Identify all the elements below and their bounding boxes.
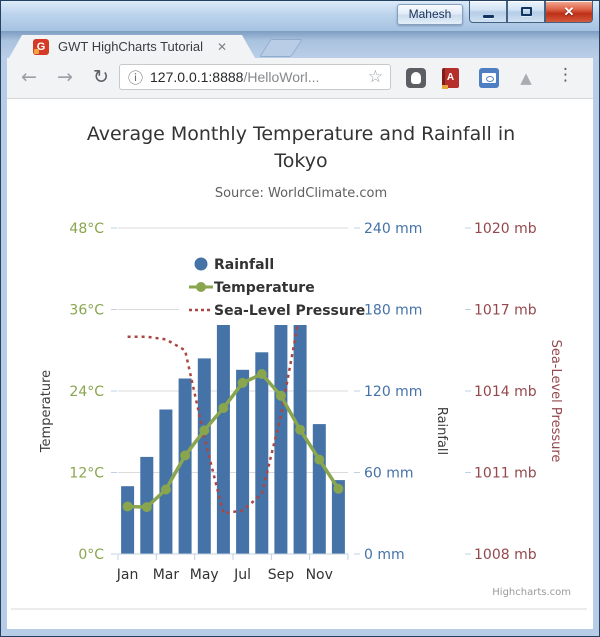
rainfall-column (255, 352, 269, 554)
url-path: /HelloWorl... (243, 69, 320, 85)
temperature-marker (141, 502, 152, 513)
axis-tick-label: 1020 mb (474, 221, 537, 237)
axis-tick-label: 0 mm (364, 547, 405, 563)
temperature-marker (256, 369, 267, 379)
rainfall-column (159, 409, 173, 554)
x-axis-label: Sep (268, 567, 295, 583)
url-host: 127.0.0.1:8888 (150, 69, 244, 85)
chart-legend: Rainfall Temperature Sea-Level Pressure (179, 249, 365, 325)
pressure-axis-title: Sea-Level Pressure (548, 340, 563, 463)
temperature-marker (314, 454, 325, 465)
axis-tick-label: 12°C (69, 466, 104, 482)
window-controls: ✕ (469, 1, 593, 23)
chart-title-line1: Average Monthly Temperature and Rainfall… (87, 123, 515, 145)
series-layer (121, 260, 345, 554)
rainfall-column (236, 369, 250, 554)
x-axis-label: Nov (306, 567, 333, 583)
highcharts-credit-link[interactable]: Highcharts.com (492, 587, 571, 598)
tab-title: GWT HighCharts Tutorial (58, 39, 203, 54)
close-icon: ✕ (563, 3, 575, 19)
url-text: 127.0.0.1:8888/HelloWorl... (150, 69, 319, 85)
close-button[interactable]: ✕ (545, 1, 593, 23)
rainfall-column (274, 260, 288, 554)
pressure-line (127, 274, 340, 515)
chart-title-line2: Tokyo (273, 150, 327, 172)
x-axis-label: Jan (116, 567, 139, 583)
axis-tick-label: 60 mm (364, 466, 414, 482)
axis-tick-label: 48°C (69, 221, 104, 237)
axis-tick-label: 120 mm (364, 384, 422, 400)
x-axis-label: May (190, 567, 219, 583)
axis-tick-label: 1011 mb (474, 466, 537, 482)
temperature-marker (180, 450, 191, 461)
reload-icon[interactable]: ↻ (93, 66, 109, 88)
axis-tick-label: 0°C (78, 547, 104, 563)
back-icon[interactable]: ← (21, 66, 37, 88)
browser-client: ← → ↻ ⓘ 127.0.0.1:8888/HelloWorl... ☆ A … (7, 58, 593, 629)
rainfall-column (331, 480, 345, 554)
browser-menu-icon[interactable]: ⋮ (557, 65, 574, 85)
forward-icon[interactable]: → (57, 66, 73, 88)
drive-extension-icon[interactable]: ▲ (520, 69, 532, 87)
temperature-marker (333, 483, 344, 494)
temperature-marker (275, 390, 286, 401)
page-info-icon[interactable]: ⓘ (128, 68, 144, 87)
window-titlebar: Mahesh ✕ (1, 1, 599, 31)
legend-item-rainfall[interactable]: Rainfall (214, 257, 274, 273)
rainfall-column (121, 486, 135, 554)
bookmark-star-icon[interactable]: ☆ (367, 67, 383, 87)
axis-layer: 0°C 0 mm 1008 mb 12°C 60 mm 1011 mb 24°C 120 mm… (69, 221, 536, 583)
tab-close-icon[interactable]: ✕ (216, 39, 228, 54)
rainfall-column (197, 358, 211, 554)
axis-tick-label: 240 mm (364, 221, 422, 237)
temperature-line (127, 372, 340, 509)
axis-tick-label: 1017 mb (474, 303, 537, 319)
axis-tick-label: 24°C (69, 384, 104, 400)
legend-item-temperature[interactable]: Temperature (214, 280, 315, 296)
x-axis-label: Jul (233, 567, 251, 583)
temperature-marker (160, 484, 171, 495)
new-tab-button[interactable] (259, 39, 303, 57)
legend-temperature-marker-icon (196, 282, 206, 292)
rainfall-column (312, 424, 326, 554)
rainfall-column (216, 314, 230, 554)
legend-rainfall-marker-icon (194, 257, 208, 271)
browser-tab[interactable]: G GWT HighCharts Tutorial ✕ (9, 35, 255, 58)
axis-tick-label: 1014 mb (474, 384, 537, 400)
dictionary-extension-icon[interactable]: A (442, 68, 459, 89)
rainfall-column (178, 378, 192, 554)
temperature-marker (199, 425, 210, 436)
temperature-marker (218, 403, 229, 413)
browser-toolbar: ← → ↻ ⓘ 127.0.0.1:8888/HelloWorl... ☆ A … (7, 58, 593, 99)
maximize-icon (520, 7, 532, 16)
temperature-axis-title: Temperature (39, 370, 54, 453)
maximize-button[interactable] (507, 1, 545, 23)
legend-item-pressure[interactable]: Sea-Level Pressure (214, 303, 365, 319)
axis-tick-label: 36°C (69, 303, 104, 319)
x-axis-label: Mar (153, 567, 180, 583)
ghostery-extension-icon[interactable] (406, 68, 426, 88)
address-bar[interactable]: ⓘ 127.0.0.1:8888/HelloWorl... ☆ (119, 64, 391, 90)
temperature-marker (237, 377, 248, 388)
profile-button[interactable]: Mahesh (397, 4, 463, 25)
tab-strip: G GWT HighCharts Tutorial ✕ (1, 31, 599, 58)
temperature-marker (295, 424, 306, 435)
minimize-button[interactable] (469, 1, 507, 23)
chart-subtitle: Source: WorldClimate.com (215, 186, 387, 201)
tab-favicon-icon: G (33, 38, 49, 55)
rainfall-axis-title: Rainfall (434, 407, 449, 455)
axis-tick-label: 1008 mb (474, 547, 537, 563)
highcharts-combination-chart: 0°C 0 mm 1008 mb 12°C 60 mm 1011 mb 24°C 120 mm… (11, 123, 587, 610)
temperature-marker (122, 501, 133, 512)
rainfall-column (293, 290, 307, 554)
axis-tick-label: 180 mm (364, 303, 422, 319)
minimize-icon (482, 14, 494, 18)
screenshot-extension-icon[interactable] (479, 68, 499, 88)
